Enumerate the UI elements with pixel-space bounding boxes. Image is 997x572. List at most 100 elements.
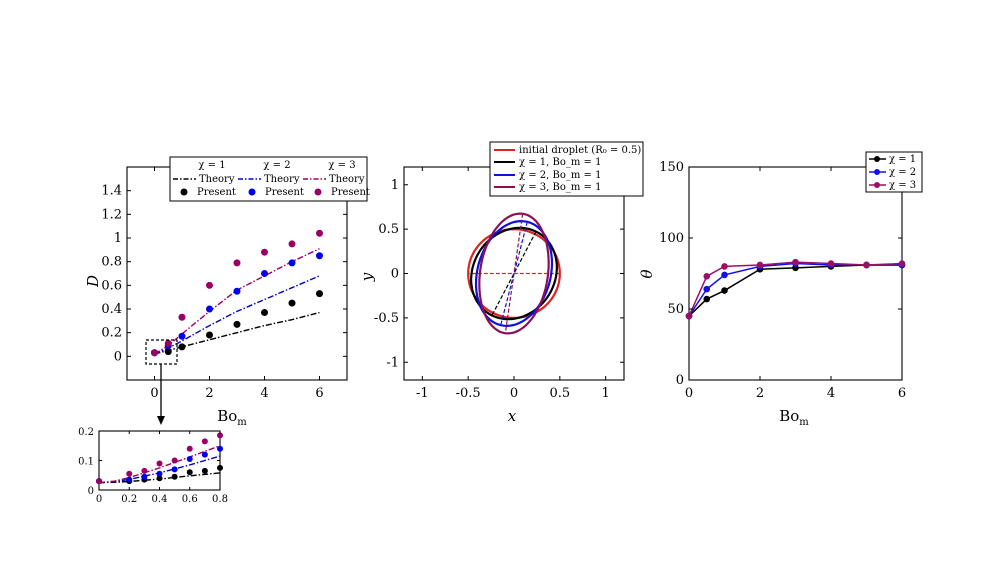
zoom-arrow-head	[157, 416, 165, 425]
panel-b: -1 -0.5 0 0.5 1 -1 -0.5 0 0.5 1 y x initial dropl…	[358, 141, 644, 425]
legend-a-present-1-marker	[180, 188, 188, 196]
panel-c-series-point-1	[721, 271, 728, 279]
panel-a-xlabel: Bom	[217, 407, 247, 428]
panel-b-ytick-label: 0.5	[378, 222, 399, 237]
panel-b-xtick-label: 0.5	[549, 386, 570, 401]
legend-c-text-2: χ = 2	[889, 167, 916, 178]
panel-c-xtick-label: 2	[756, 386, 764, 401]
inset-series-point-3	[171, 473, 178, 480]
panel-c-xtick-label: 0	[685, 386, 693, 401]
panel-c-xlabel: Bom	[779, 407, 809, 428]
panel-a-series-point-3	[164, 348, 172, 356]
panel-a-ytick-label: 0.2	[101, 326, 122, 341]
panel-a-series-point-4	[288, 259, 296, 267]
panel-c-marks	[685, 258, 906, 320]
panel-a-series-point-5	[151, 349, 158, 357]
inset-xtick-label: 0.4	[152, 494, 168, 505]
panel-a-series-point-4	[261, 270, 268, 277]
panel-a-series-point-4	[316, 252, 323, 260]
inset-series-point-5	[217, 432, 223, 439]
inset-series-point-3	[186, 469, 193, 476]
panel-a-xtick-label: 2	[205, 386, 213, 401]
panel-a-series-point-3	[206, 331, 213, 339]
legend-b-text-4: χ = 3, Bo_m = 1	[519, 182, 601, 193]
inset-series-point-4	[156, 470, 163, 477]
panel-b-xtick-label: -0.5	[456, 386, 481, 401]
panel-a-ytick-label: 1	[114, 231, 122, 246]
legend-a-theory-2: Theory	[264, 174, 300, 185]
inset-series-point-5	[201, 438, 208, 445]
zoom-box	[145, 339, 178, 365]
legend-a-header-2: χ = 2	[263, 160, 290, 171]
panel-a-ylabel-text: D	[84, 275, 102, 288]
panel-c-ytick-label: 0	[676, 373, 684, 388]
inset-series-point-5	[156, 460, 163, 467]
inset-xtick-label: 0.6	[182, 494, 198, 505]
panel-b-droplet-3	[478, 212, 550, 335]
legend-b-text-3: χ = 2, Bo_m = 1	[519, 170, 601, 181]
panel-c-xtick-label: 6	[898, 386, 906, 401]
panel-c-ytick-label: 50	[667, 302, 684, 317]
inset-marks	[96, 432, 223, 485]
panel-c-series-point-1	[703, 285, 711, 293]
panel-c-series-point-0	[703, 295, 711, 303]
panel-c-series-line-0	[688, 264, 902, 317]
panel-b-xtick-label: 0	[510, 386, 518, 401]
panel-a-series-point-3	[178, 343, 186, 351]
legend-c-marker-3	[874, 182, 880, 188]
legend-c-marker-2	[874, 169, 880, 175]
panel-b-ytick-label: 0	[391, 267, 399, 282]
panel-b-ylabel-text: y	[358, 272, 376, 282]
panel-c-legend: χ = 1 χ = 2 χ = 3	[865, 151, 923, 193]
panel-c-series-point-2	[756, 261, 764, 269]
panel-c-ytick-label: 100	[659, 231, 684, 246]
panel-c-series-point-2	[863, 261, 870, 269]
panel-c-xtick-label: 4	[827, 386, 835, 401]
legend-a-present-1: Present	[197, 187, 236, 198]
panel-b-xlabel-text: x	[508, 407, 517, 425]
inset-series-point-3	[217, 464, 223, 471]
panel-c-xlabel-sub: m	[799, 417, 809, 428]
inset-series-point-5	[141, 467, 148, 474]
panel-c-series-point-2	[721, 263, 728, 270]
panel-b-ytick-label: -0.5	[374, 311, 399, 326]
panel-a-series-point-4	[178, 332, 186, 340]
inset-series-point-5	[186, 445, 193, 452]
panel-b-ylabel: y	[358, 272, 376, 282]
legend-c-marker-1	[874, 156, 880, 162]
panel-c-series-point-2	[685, 312, 693, 320]
panel-a-inset: 0 0.2 0.4 0.6 0.8 0 0.1 0.2	[78, 427, 228, 505]
panel-c: 0 2 4 6 0 50 100 150 θ Bom χ = 1 χ = 2 χ = 3	[638, 151, 923, 428]
inset-series-point-4	[186, 456, 193, 463]
panel-a-ticks: 0 2 4 6 0 0.2 0.4 0.6 0.8 1 1.2 1.4	[101, 167, 347, 401]
panel-c-series-point-2	[898, 260, 906, 267]
legend-a-present-3-marker	[314, 188, 322, 196]
panel-a-ytick-label: 0.4	[101, 302, 122, 317]
panel-b-xtick-label: 1	[602, 386, 610, 401]
panel-c-series-point-2	[827, 260, 835, 267]
panel-a-ytick-label: 0.8	[101, 255, 122, 270]
panel-a-xtick-label: 6	[315, 386, 323, 401]
panel-a-ytick-label: 1.2	[101, 207, 122, 222]
panel-c-ytick-label: 150	[659, 160, 684, 175]
panel-b-xtick-label: -1	[416, 386, 429, 401]
panel-b-ytick-label: 1	[391, 178, 399, 193]
inset-ticks: 0 0.2 0.4 0.6 0.8 0 0.1 0.2	[78, 427, 228, 505]
panel-a-ytick-label: 0.6	[101, 278, 122, 293]
panel-c-series-point-2	[792, 258, 799, 266]
panel-a-ytick-label: 1.4	[101, 184, 122, 199]
panel-a-marks	[151, 229, 323, 357]
panel-a-series-point-5	[316, 229, 323, 237]
legend-c-text-1: χ = 1	[889, 154, 916, 165]
panel-a-legend: χ = 1 χ = 2 χ = 3 Theory Theory Theory P…	[169, 156, 370, 202]
panel-c-series-point-2	[703, 273, 711, 280]
panel-a-series-point-3	[288, 299, 296, 307]
panel-a-series-line-2	[154, 248, 320, 355]
panel-b-ytick-label: -1	[386, 355, 399, 370]
inset-series-point-5	[171, 457, 178, 464]
legend-b-text-2: χ = 1, Bo_m = 1	[519, 157, 601, 168]
inset-series-point-4	[201, 451, 208, 458]
legend-a-theory-3: Theory	[329, 174, 365, 185]
